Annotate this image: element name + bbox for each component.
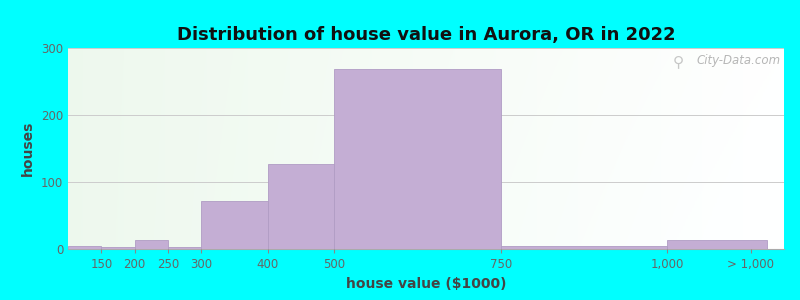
Bar [667,240,767,249]
Bar [334,69,501,249]
Bar [202,201,268,249]
Text: City-Data.com: City-Data.com [696,54,781,67]
Bar [168,247,202,249]
X-axis label: house value ($1000): house value ($1000) [346,277,506,291]
Bar [268,164,334,249]
Y-axis label: houses: houses [22,121,35,176]
Text: ⚲: ⚲ [673,54,684,69]
Bar [501,246,667,249]
Bar [102,247,134,249]
Bar [68,246,102,249]
Bar [134,240,168,249]
Title: Distribution of house value in Aurora, OR in 2022: Distribution of house value in Aurora, O… [177,26,675,44]
